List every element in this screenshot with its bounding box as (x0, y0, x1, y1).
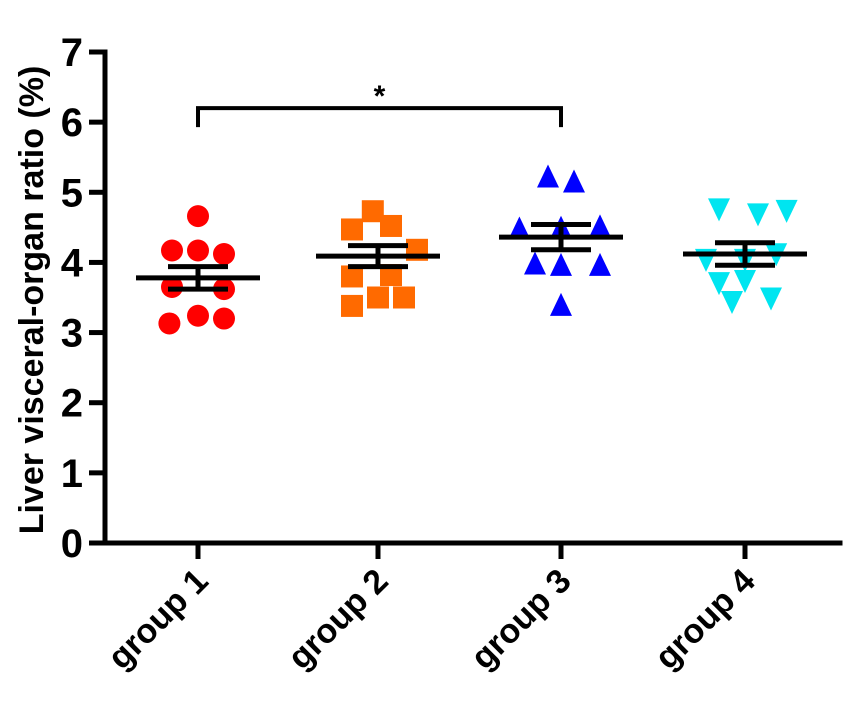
data-point (747, 203, 769, 227)
x-tick-label: group 2 (281, 562, 396, 677)
mean-sem-bars (136, 222, 807, 292)
data-point (508, 216, 531, 240)
data-point (341, 294, 363, 317)
data-points (158, 164, 798, 335)
y-tick-label: 3 (61, 312, 83, 356)
y-tick-label: 4 (61, 241, 84, 285)
data-point (563, 169, 585, 193)
data-point (187, 239, 209, 262)
x-axis: group 1 group 2 group 3 group 4 (101, 540, 843, 677)
data-point (187, 304, 209, 327)
data-point (158, 312, 181, 335)
data-point (380, 214, 402, 237)
data-point (550, 252, 572, 276)
y-tick-label: 1 (61, 452, 83, 496)
x-tick-label: group 4 (648, 562, 763, 677)
y-tick-label: 7 (61, 31, 83, 75)
data-point (213, 243, 235, 266)
data-point (721, 291, 743, 315)
y-tick-label: 2 (61, 382, 83, 426)
data-point (361, 200, 384, 223)
data-point (550, 292, 572, 316)
data-point (537, 164, 559, 188)
y-axis: 0 1 2 3 4 5 6 7 (61, 31, 108, 566)
data-point (708, 272, 730, 296)
data-point (187, 205, 209, 228)
data-point (213, 307, 235, 330)
x-tick-label: group 3 (464, 562, 579, 677)
data-point (760, 287, 782, 311)
data-point (524, 251, 546, 275)
x-tick-label: group 1 (101, 562, 216, 677)
significance-bracket (196, 106, 563, 128)
data-point (775, 199, 798, 223)
y-axis-label: Liver visceral-organ ratio (%) (13, 66, 51, 535)
data-point (161, 239, 183, 262)
data-point (708, 198, 730, 222)
significance-annotation: * (196, 80, 563, 128)
data-point (734, 269, 756, 293)
data-point (367, 286, 389, 309)
y-tick-label: 5 (61, 171, 83, 215)
data-point (380, 264, 402, 287)
data-point (589, 214, 611, 238)
data-point (589, 252, 611, 276)
data-point (341, 265, 363, 288)
y-tick-label: 6 (61, 101, 83, 145)
data-point (393, 286, 415, 309)
y-tick-label: 0 (61, 522, 83, 566)
data-point (341, 218, 363, 241)
significance-star: * (374, 80, 386, 113)
